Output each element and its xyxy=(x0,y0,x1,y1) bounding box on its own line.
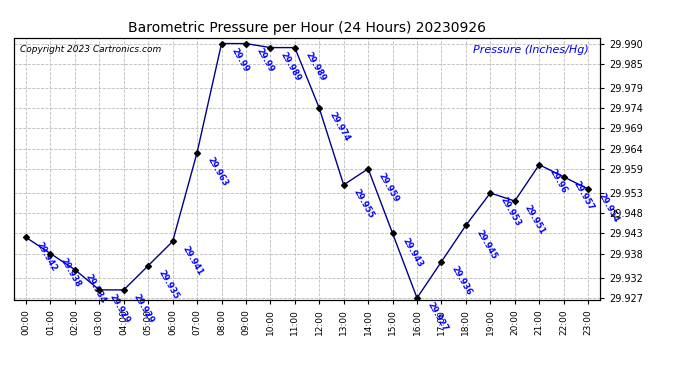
Text: 29.955: 29.955 xyxy=(352,188,376,220)
Text: 29.941: 29.941 xyxy=(181,244,205,277)
Text: 29.957: 29.957 xyxy=(572,180,596,212)
Text: 29.943: 29.943 xyxy=(401,236,425,268)
Text: 29.963: 29.963 xyxy=(206,155,229,188)
Text: 29.954: 29.954 xyxy=(596,192,620,224)
Text: 29.989: 29.989 xyxy=(279,50,303,83)
Text: 29.938: 29.938 xyxy=(59,256,83,289)
Title: Barometric Pressure per Hour (24 Hours) 20230926: Barometric Pressure per Hour (24 Hours) … xyxy=(128,21,486,35)
Text: 29.935: 29.935 xyxy=(157,268,181,301)
Text: 29.934: 29.934 xyxy=(83,273,107,305)
Text: 29.99: 29.99 xyxy=(255,46,275,74)
Text: 29.936: 29.936 xyxy=(450,264,474,297)
Text: 29.974: 29.974 xyxy=(328,111,351,143)
Text: Copyright 2023 Cartronics.com: Copyright 2023 Cartronics.com xyxy=(19,45,161,54)
Text: 29.989: 29.989 xyxy=(303,50,327,83)
Text: 29.959: 29.959 xyxy=(377,171,400,204)
Text: 29.951: 29.951 xyxy=(523,204,547,236)
Text: 29.929: 29.929 xyxy=(108,292,132,325)
Text: Pressure (Inches/Hg): Pressure (Inches/Hg) xyxy=(473,45,589,56)
Text: 29.929: 29.929 xyxy=(132,292,156,325)
Text: 29.927: 29.927 xyxy=(425,301,449,333)
Text: 29.99: 29.99 xyxy=(230,46,251,74)
Text: 29.942: 29.942 xyxy=(34,240,59,273)
Text: 29.96: 29.96 xyxy=(548,168,569,195)
Text: 29.953: 29.953 xyxy=(499,196,522,228)
Text: 29.945: 29.945 xyxy=(474,228,498,261)
